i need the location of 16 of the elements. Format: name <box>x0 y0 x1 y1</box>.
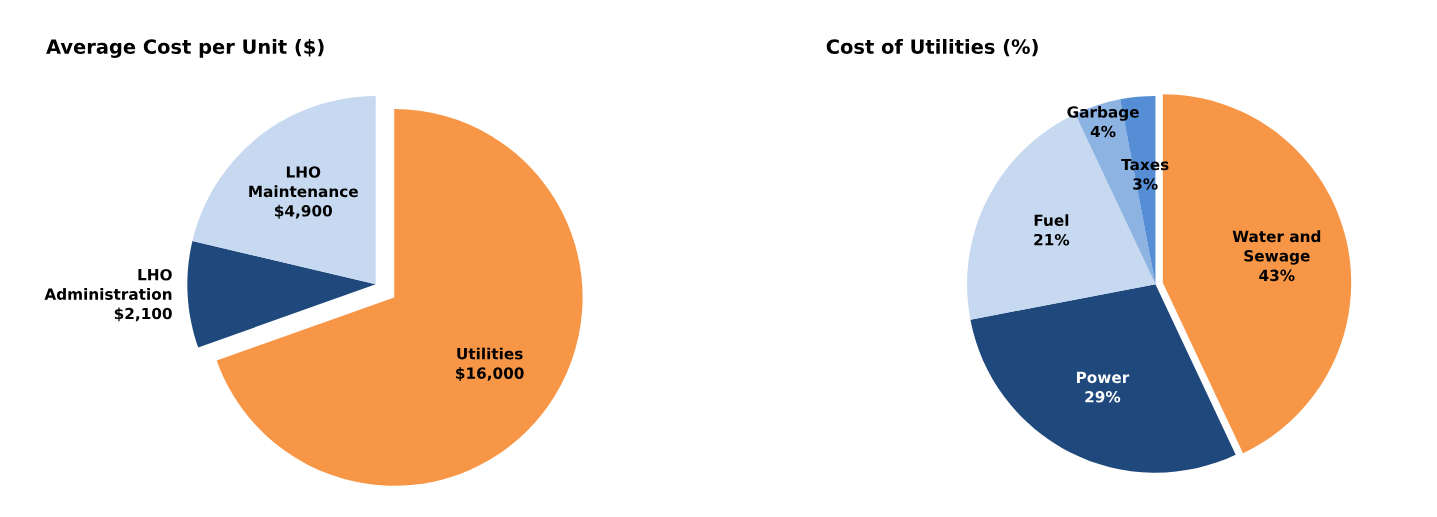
data-label: $16,000 <box>456 367 524 381</box>
data-label: $4,900 <box>274 204 333 219</box>
data-label: 4% <box>1090 125 1116 138</box>
data-label: 29% <box>1085 391 1121 403</box>
slice-label: Water and Sewage <box>1232 230 1321 265</box>
chart-title: Cost of Utilities (%) <box>826 38 1038 57</box>
chart-title: Average Cost per Unit ($) <box>46 38 324 58</box>
slice-label: LHO Maintenance <box>249 166 358 198</box>
data-label: 43% <box>1259 269 1295 282</box>
data-label: $2,100 <box>114 307 172 322</box>
slice-label: LHO Administration <box>44 268 172 300</box>
data-label: 21% <box>1034 233 1070 246</box>
slice-label: Fuel <box>1034 214 1069 227</box>
slice-label: Garbage <box>1067 105 1139 121</box>
slice-label: Utilities <box>457 347 523 360</box>
slice-label: Power <box>1076 371 1130 384</box>
